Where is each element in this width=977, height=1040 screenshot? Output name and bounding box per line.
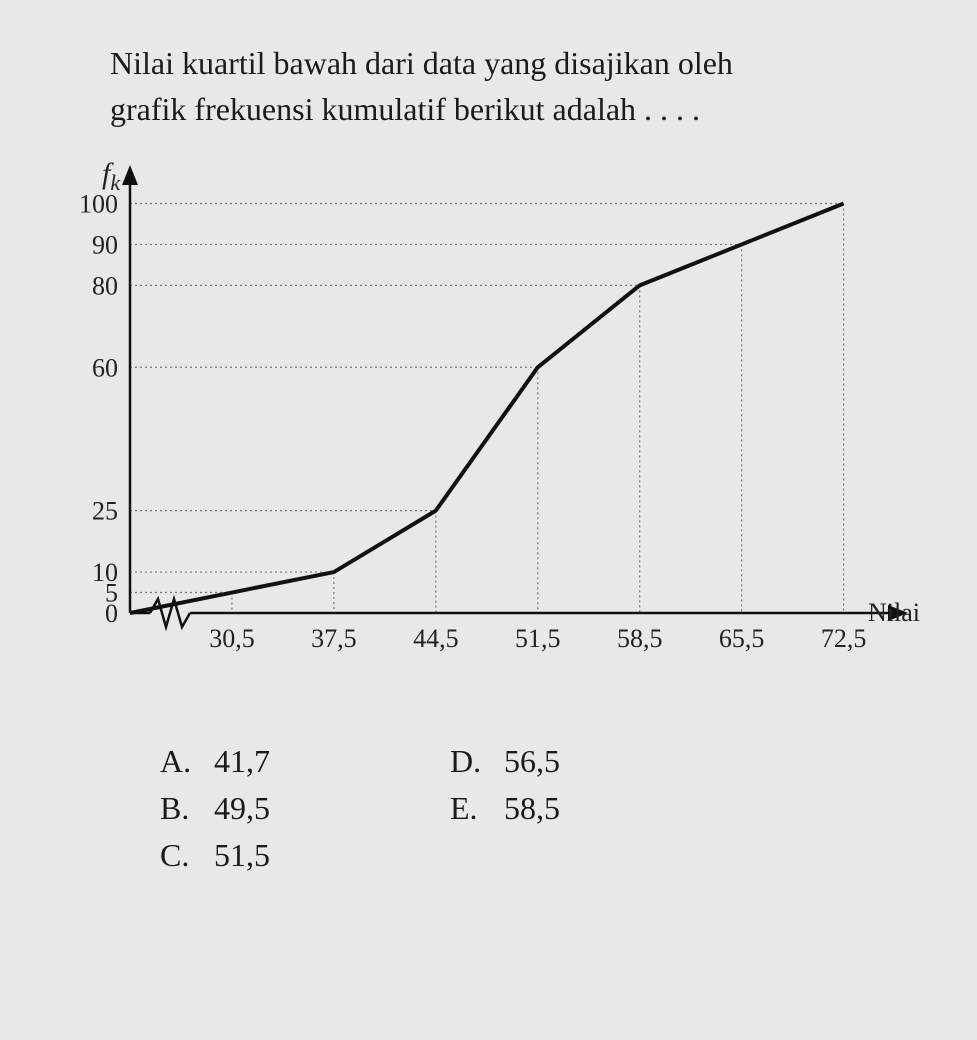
answer-letter: E. <box>450 790 486 827</box>
svg-text:58,5: 58,5 <box>617 624 663 653</box>
svg-text:44,5: 44,5 <box>413 624 459 653</box>
answer-letter: A. <box>160 743 196 780</box>
answer-a: A. 41,7 <box>160 743 270 780</box>
question-line1: Nilai kuartil bawah dari data yang disaj… <box>110 45 733 81</box>
svg-text:10: 10 <box>92 558 118 587</box>
svg-text:51,5: 51,5 <box>515 624 561 653</box>
svg-text:90: 90 <box>92 230 118 259</box>
svg-text:30,5: 30,5 <box>209 624 255 653</box>
answer-value: 56,5 <box>504 743 560 780</box>
question-line2: grafik frekuensi kumulatif berikut adala… <box>110 91 700 127</box>
answer-e: E. 58,5 <box>450 790 560 827</box>
cumulative-frequency-chart: fk Nilai 05102560809010030,537,544,551,5… <box>50 163 910 673</box>
answer-col-1: A. 41,7 B. 49,5 C. 51,5 <box>160 743 270 874</box>
svg-text:72,5: 72,5 <box>821 624 867 653</box>
answer-d: D. 56,5 <box>450 743 560 780</box>
question-text: Nilai kuartil bawah dari data yang disaj… <box>50 40 927 133</box>
answer-options: A. 41,7 B. 49,5 C. 51,5 D. 56,5 E. 58,5 <box>160 743 927 874</box>
answer-letter: D. <box>450 743 486 780</box>
answer-value: 51,5 <box>214 837 270 874</box>
svg-text:80: 80 <box>92 271 118 300</box>
x-axis-label: Nilai <box>868 598 920 628</box>
answer-b: B. 49,5 <box>160 790 270 827</box>
answer-letter: B. <box>160 790 196 827</box>
answer-c: C. 51,5 <box>160 837 270 874</box>
y-axis-label: fk <box>102 157 120 196</box>
svg-text:25: 25 <box>92 496 118 525</box>
answer-value: 58,5 <box>504 790 560 827</box>
chart-svg: 05102560809010030,537,544,551,558,565,57… <box>50 163 910 673</box>
svg-text:37,5: 37,5 <box>311 624 357 653</box>
answer-letter: C. <box>160 837 196 874</box>
answer-col-2: D. 56,5 E. 58,5 <box>450 743 560 874</box>
answer-value: 49,5 <box>214 790 270 827</box>
answer-value: 41,7 <box>214 743 270 780</box>
svg-text:60: 60 <box>92 353 118 382</box>
svg-text:65,5: 65,5 <box>719 624 765 653</box>
